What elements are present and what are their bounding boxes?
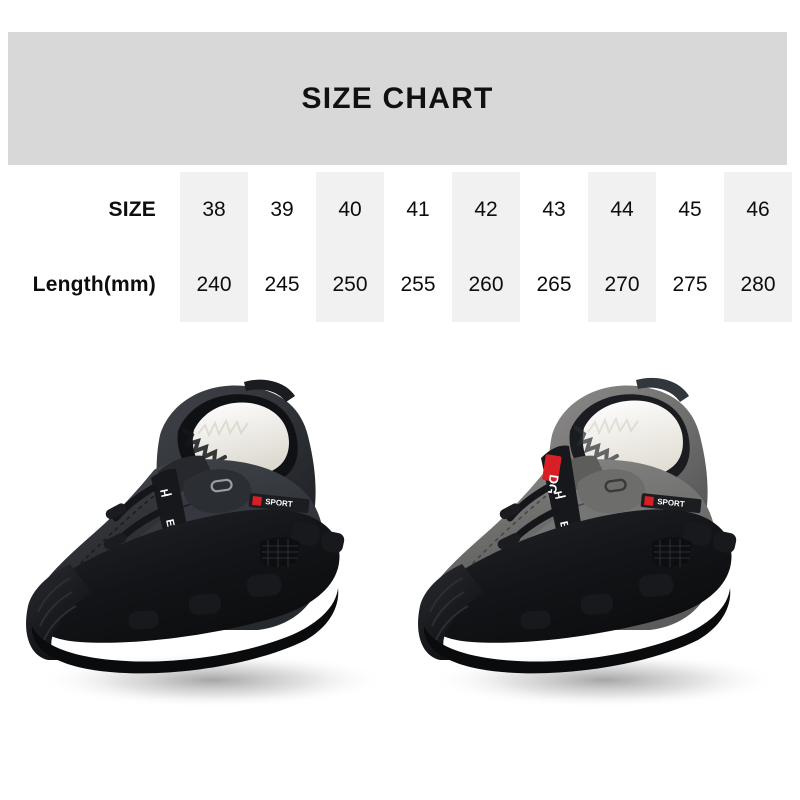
column-stripe [724,172,792,322]
rubber-toe-cap [418,564,484,660]
eyestay-letters: H I E [157,488,176,528]
svg-text:E: E [557,520,570,530]
size-cell: 42 [474,197,498,221]
outsole-bottom-edge [31,588,339,674]
toe-cap-ribs [37,577,77,641]
eyestay-letters: H I E [551,490,570,530]
svg-text:SPORT: SPORT [657,497,685,509]
size-cell: 46 [746,197,770,221]
size-cell: 44 [610,197,634,221]
brand-label-sport: SPORT [248,493,310,513]
length-cell: 275 [672,272,708,296]
outsole-lugs [128,521,345,630]
size-cell: 43 [542,197,566,221]
svg-text:SPORT: SPORT [265,497,293,509]
brand-label-sport: SPORT [640,493,702,513]
table-grid: SIZE 38 39 40 41 42 43 44 45 46 Length(m… [0,172,800,322]
outsole-lugs [520,521,737,630]
size-cell: 40 [338,197,362,221]
row-label-length: Length(mm) [32,272,156,296]
length-cell: 245 [264,272,300,296]
sole-mesh-texture [654,539,690,567]
header-band: SIZE CHART [8,32,787,165]
svg-text:I: I [555,494,567,499]
toe-box-stitch [445,495,547,607]
heel-pull-loop [244,379,295,402]
fleece-fringe [182,428,227,467]
length-cell: 255 [400,272,436,296]
length-cell: 240 [196,272,232,296]
toe-cap-ribs [429,577,469,641]
toe-box-stitch [53,495,155,607]
size-cell: 39 [270,197,294,221]
length-cell: 250 [332,272,368,296]
size-cell: 38 [202,197,226,221]
product-image-gray-boot: DG H I E [400,330,800,730]
svg-text:I: I [161,492,173,497]
fleece-fringe [574,426,619,466]
length-cell: 270 [604,272,640,296]
column-stripe [316,172,384,322]
column-stripe [588,172,656,322]
eyelet-hardware [604,478,627,493]
table-column-stripes [0,172,800,322]
svg-text:H: H [157,488,170,498]
size-cell: 41 [406,197,430,221]
length-cell: 265 [536,272,572,296]
rubber-toe-cap [26,564,92,660]
size-cell: 45 [678,197,702,221]
svg-text:E: E [163,518,176,528]
length-cell: 280 [740,272,776,296]
sole-mesh-texture [262,539,298,567]
size-table: SIZE 38 39 40 41 42 43 44 45 46 Length(m… [0,172,800,322]
heel-pull-loop [636,377,689,402]
row-label-size: SIZE [108,197,156,221]
product-image-area: H I E [0,330,800,800]
product-image-black-boot: H I E [8,330,408,730]
length-cell: 260 [468,272,504,296]
column-stripe [452,172,520,322]
column-stripe [180,172,248,322]
svg-text:H: H [551,490,564,500]
eyelet-hardware [210,478,233,493]
page-title: SIZE CHART [301,81,494,115]
outsole-bottom-edge [423,588,731,674]
